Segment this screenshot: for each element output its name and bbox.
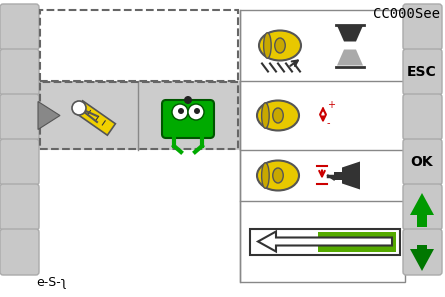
Ellipse shape xyxy=(275,38,285,53)
FancyBboxPatch shape xyxy=(403,229,442,275)
Text: CC000See: CC000See xyxy=(373,7,440,21)
Bar xyxy=(317,231,396,252)
Text: -: - xyxy=(327,119,331,129)
Polygon shape xyxy=(410,249,434,271)
Bar xyxy=(40,82,238,149)
Ellipse shape xyxy=(257,100,299,130)
FancyBboxPatch shape xyxy=(0,184,39,230)
Ellipse shape xyxy=(263,33,271,58)
Polygon shape xyxy=(337,50,363,66)
Polygon shape xyxy=(337,26,363,42)
FancyBboxPatch shape xyxy=(403,94,442,140)
Polygon shape xyxy=(75,101,115,135)
Text: ESC: ESC xyxy=(407,65,437,79)
Ellipse shape xyxy=(257,160,299,190)
Ellipse shape xyxy=(259,31,301,61)
Circle shape xyxy=(194,108,200,114)
FancyBboxPatch shape xyxy=(403,139,442,185)
Ellipse shape xyxy=(273,168,283,183)
FancyBboxPatch shape xyxy=(403,4,442,50)
Ellipse shape xyxy=(262,163,269,188)
Circle shape xyxy=(172,104,188,120)
Bar xyxy=(334,171,342,179)
Polygon shape xyxy=(342,162,360,189)
Text: OK: OK xyxy=(411,155,433,169)
Bar xyxy=(417,245,427,257)
Bar xyxy=(417,215,427,227)
FancyBboxPatch shape xyxy=(0,229,39,275)
Polygon shape xyxy=(38,102,60,129)
FancyBboxPatch shape xyxy=(403,49,442,95)
Circle shape xyxy=(178,108,184,114)
Circle shape xyxy=(72,101,86,115)
Text: +: + xyxy=(327,100,335,110)
Bar xyxy=(240,10,405,282)
Circle shape xyxy=(188,104,204,120)
FancyBboxPatch shape xyxy=(0,94,39,140)
Bar xyxy=(40,10,238,81)
Ellipse shape xyxy=(262,103,269,128)
Ellipse shape xyxy=(273,108,283,123)
Circle shape xyxy=(184,96,192,104)
FancyBboxPatch shape xyxy=(0,49,39,95)
Polygon shape xyxy=(258,231,392,252)
FancyBboxPatch shape xyxy=(162,100,214,138)
Polygon shape xyxy=(410,193,434,215)
FancyBboxPatch shape xyxy=(0,139,39,185)
Text: e-S-ʅ: e-S-ʅ xyxy=(36,276,67,289)
FancyBboxPatch shape xyxy=(0,4,39,50)
Bar xyxy=(250,228,400,255)
FancyBboxPatch shape xyxy=(403,184,442,230)
Bar xyxy=(38,81,405,150)
